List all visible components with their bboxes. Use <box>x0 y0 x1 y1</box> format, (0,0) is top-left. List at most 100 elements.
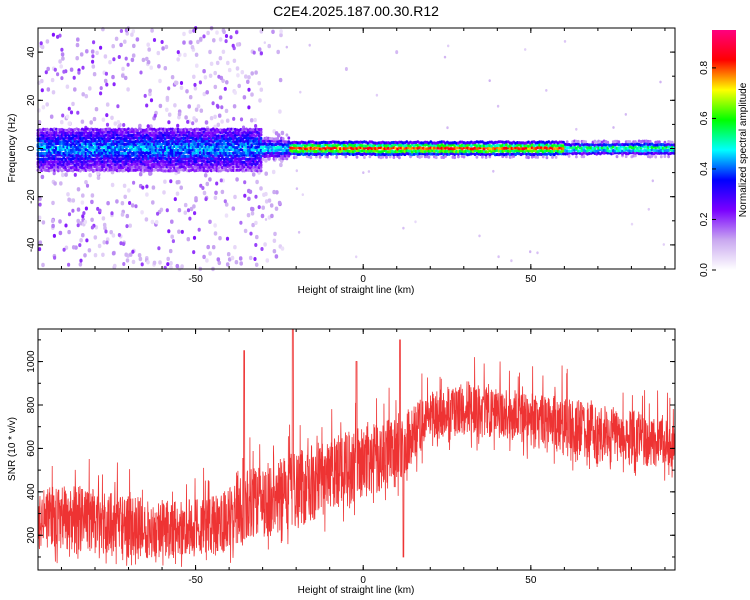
spectrogram-cell <box>269 203 274 208</box>
spectrogram-cell <box>85 49 89 54</box>
spectrogram-cell <box>59 181 63 186</box>
spectrogram-cell <box>254 234 259 240</box>
spectrogram-cell <box>101 117 106 122</box>
spectrogram-cell <box>212 38 216 43</box>
spectrogram-cell <box>216 257 221 262</box>
spectrogram-cell <box>355 255 358 259</box>
spectrogram-cell <box>563 40 567 43</box>
spectrogram-cell <box>67 121 72 126</box>
spectrogram-cell <box>192 116 196 121</box>
spectrogram-cell <box>263 41 266 44</box>
spectrogram-cell <box>224 202 229 207</box>
spectrogram-cell <box>141 57 146 63</box>
spectrogram-cell <box>131 29 136 34</box>
spectrogram-cell <box>149 65 153 70</box>
spectrogram-cell <box>146 260 150 265</box>
spectrogram-cell <box>130 57 135 63</box>
spectrogram-cell <box>188 216 192 221</box>
spectrogram-cell <box>80 200 85 205</box>
spectrogram-cell <box>251 222 255 228</box>
spectrogram-cell <box>209 61 214 66</box>
spectrogram-cell <box>203 75 208 80</box>
spectrogram-cell <box>213 231 218 236</box>
spectrogram-cell <box>670 140 674 144</box>
spectrogram-cell <box>169 179 173 184</box>
spectrogram-axes: -50 0 50 -40 -20 0 20 40 <box>26 27 675 285</box>
spectrogram-cell <box>186 237 191 242</box>
spectrogram-cell <box>484 155 488 159</box>
spectrogram-cell <box>78 262 83 267</box>
spectrogram-cell <box>242 95 247 100</box>
spectrogram-cell <box>176 50 180 55</box>
spectrogram-cell <box>145 56 149 62</box>
spectrogram-cell <box>278 77 283 83</box>
spectrogram-cell <box>524 48 527 51</box>
spectrogram-cell <box>140 262 144 267</box>
spectrogram-cell <box>335 155 339 159</box>
spectrogram-cell <box>130 32 134 37</box>
spectrogram-cell <box>224 34 229 38</box>
spectrogram-cell <box>199 108 204 113</box>
spectrogram-cell <box>158 103 163 109</box>
spectrogram-cell <box>177 111 182 117</box>
spectrogram-cell <box>88 173 92 178</box>
spectrogram-cell <box>199 36 203 42</box>
spectrogram-cell <box>76 110 80 115</box>
spectrogram-cell <box>53 181 57 186</box>
spectrogram-cell <box>59 64 63 69</box>
spectrogram-cell <box>81 193 85 198</box>
spectrogram-cell <box>237 83 241 89</box>
spectrogram-cell <box>139 70 143 75</box>
spectrogram-cell <box>179 85 184 91</box>
spectrogram-cell <box>279 32 283 38</box>
spectrogram-cell <box>123 194 127 199</box>
spectrogram-cell <box>250 207 255 212</box>
spectrogram-cell <box>247 87 251 92</box>
spectrogram-cell <box>111 233 116 238</box>
spectrogram-cell <box>213 84 218 90</box>
spectrogram-cell <box>492 169 495 173</box>
spectrogram-cell <box>175 263 180 269</box>
spectrogram-cell <box>151 185 156 190</box>
spectrogram-cell <box>61 113 65 118</box>
spectrogram-cell <box>176 57 180 62</box>
spectrogram-cell <box>254 70 258 75</box>
spectrogram-cell <box>60 120 64 125</box>
spectrogram-cell <box>250 211 255 216</box>
spectrogram-cell <box>414 220 417 224</box>
spectrogram-cell <box>112 82 116 87</box>
spectrogram-cell <box>541 155 545 159</box>
spectrogram-cell <box>154 220 159 225</box>
spectrogram-cell <box>153 113 157 118</box>
spectrogram-cell <box>624 113 627 116</box>
spectrogram-cell <box>236 73 240 78</box>
spectrogram-cell <box>219 178 223 183</box>
spectrogram-cell <box>135 37 140 42</box>
spectrogram-cell <box>101 252 105 257</box>
colorbar-tick-label: 0.4 <box>699 162 710 176</box>
spectrogram-cell <box>79 238 83 243</box>
spectrogram-cell <box>41 220 46 225</box>
spectrogram-cell <box>164 44 169 50</box>
spectrogram-cell <box>501 154 505 159</box>
spectrogram-cell <box>113 121 118 126</box>
spectrogram-cell <box>208 49 212 55</box>
spectrogram-cell <box>606 140 610 144</box>
spectrogram-cell <box>223 199 227 204</box>
spectrogram-cell <box>276 49 281 55</box>
spectrogram-cell <box>259 186 263 191</box>
spectrogram-cell <box>103 78 108 84</box>
spectrogram-cell <box>184 115 188 120</box>
spectrogram-cell <box>247 75 251 80</box>
spectrogram-cell <box>191 121 195 126</box>
colorbar-gradient <box>712 30 736 270</box>
y-tick-label: 400 <box>26 483 37 500</box>
spectrogram-cell <box>545 89 548 92</box>
spectrogram-cell <box>257 47 262 52</box>
spectrogram-cell <box>60 76 64 81</box>
spectrogram-cell <box>37 215 42 220</box>
spectrogram-cell <box>165 95 170 101</box>
spectrogram-cell <box>58 230 63 236</box>
spectrogram-cell <box>259 87 264 92</box>
spectrogram-cell <box>123 75 128 81</box>
